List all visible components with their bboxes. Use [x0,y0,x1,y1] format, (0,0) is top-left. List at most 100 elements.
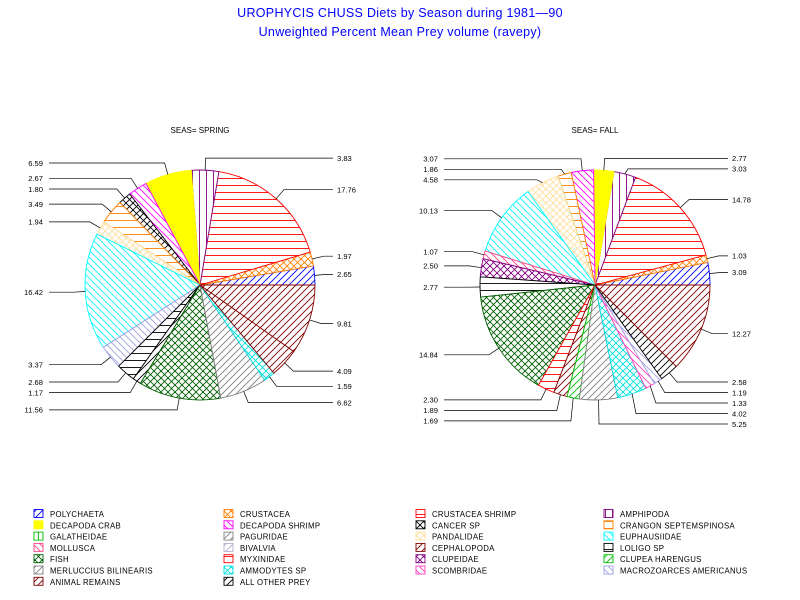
slice-value-label: 1.89 [423,406,438,415]
legend-label: AMPHIPODA [620,510,670,519]
leader-line [204,157,333,171]
legend-label: FISH [50,555,69,564]
legend-swatch [33,554,44,564]
slice-value-label: 10.13 [419,207,438,216]
legend-label: LOLIGO SP [620,544,664,553]
legend-label: EUPHAUSIIDAE [620,533,682,542]
legend-item-merluccius-bilinearis: MERLUCCIUS BILINEARIS [33,565,153,576]
slice-value-label: 2.50 [423,262,438,271]
legend-label: MERLUCCIUS BILINEARIS [50,567,153,576]
pie-slice-crustacea-shrimp [199,171,311,286]
slice-value-label: 6.62 [337,398,352,407]
legend-swatch [223,565,234,575]
slice-value-label: 5.25 [732,420,747,429]
legend-item-bivalvia: BIVALVIA [223,542,276,553]
pie-slice-animal-remains [593,284,711,368]
legend-item-all-other-prey: ALL OTHER PREY [223,576,311,587]
slice-value-label: 2.67 [28,174,43,183]
legend-swatch [603,554,614,564]
legend-item-pandalidae: PANDALIDAE [415,531,484,542]
leader-line [314,274,333,276]
leader-line [668,372,728,383]
leader-line [444,251,485,256]
leader-line [49,188,125,199]
pie-slice-fish [480,284,596,386]
legend-swatch [33,509,44,518]
pie-seas-fall: SEAS= FALL 3.071.86 4.58 10.13 1.07 2.50 2.77 1… [419,126,751,429]
legend-label: MACROZOARCES AMERICANUS [620,567,747,576]
slice-value-label: 2.30 [423,396,438,405]
legend-swatch [415,565,426,575]
legend-item-loligo-sp: LOLIGO SP [603,542,664,553]
slice-value-label: 1.03 [732,252,747,261]
leader-line [49,203,112,213]
leader-line [275,189,333,199]
legend-label: SCOMBRIDAE [432,567,487,576]
legend-item-galatheidae: GALATHEIDAE [33,531,107,542]
legend-item-amphipoda: AMPHIPODA [603,509,670,519]
slice-value-label: 2.65 [337,270,352,279]
chart-title: UROPHYCIS CHUSS Diets by Season during 1… [237,6,563,20]
leader-line [631,393,728,414]
legend-swatch [33,565,44,575]
legend-item-fish: FISH [33,554,69,564]
leader-line [709,272,728,274]
leader-line [49,372,126,383]
legend-label: CRUSTACEA [240,510,291,519]
legend-item-mollusca: MOLLUSCA [33,542,95,553]
legend-swatch [33,542,44,552]
legend-item-decapoda-crab: DECAPODA CRAB [33,520,121,530]
slice-value-label: 6.59 [28,159,43,168]
leader-line [311,255,333,260]
leader-line [284,362,333,372]
legend-swatch [223,554,234,564]
legend-label: CEPHALOPODA [432,544,495,553]
slice-value-label: 1.59 [337,382,352,391]
pie-label: SEAS= SPRING [171,126,230,135]
legend-label: CANCER SP [432,521,480,530]
slice-value-label: 2.77 [423,283,438,292]
legend-label: PAGURIDAE [240,533,288,542]
slice-value-label: 2.58 [732,378,747,387]
legend-swatch [33,520,44,530]
legend-item-ammodytes-sp: AMMODYTES SP [223,565,306,576]
legend-item-scombridae: SCOMBRIDAE [415,565,487,576]
legend-swatch [415,531,426,541]
legend-item-animal-remains: ANIMAL REMAINS [33,576,120,587]
slice-value-label: 16.42 [24,288,43,297]
leader-line [706,255,728,260]
slice-value-label: 12.27 [732,329,751,338]
leader-line [624,168,728,175]
legend: POLYCHAETA CRUSTACEA CRUSTACEA SHRIMP AMPHI… [33,509,747,587]
leader-line [243,391,333,403]
leader-line [598,399,728,425]
legend-swatch [603,542,614,552]
slice-value-label: 9.81 [337,319,352,328]
legend-item-cephalopoda: CEPHALOPODA [415,542,495,553]
legend-label: DECAPODA SHRIMP [240,521,320,530]
leader-line [444,394,561,411]
legend-label: CLUPEIDAE [432,555,479,564]
leader-line [657,380,728,393]
legend-swatch [33,531,44,541]
pies: SEAS= SPRING 6.59 2.67 1.80 3.49 1.94 16.42 3.3… [24,126,751,429]
leader-line [444,210,502,219]
leader-line [49,177,138,189]
legend-item-decapoda-shrimp: DECAPODA SHRIMP [223,520,320,530]
legend-item-clupea-harengus: CLUPEA HARENGUS [603,554,701,564]
slice-value-label: 1.86 [423,165,438,174]
slice-value-label: 3.09 [732,268,747,277]
pie-seas-spring: SEAS= SPRING 6.59 2.67 1.80 3.49 1.94 16.42 3.3… [24,126,356,415]
slice-value-label: 3.37 [28,361,43,370]
legend-swatch [603,565,614,575]
slice-value-label: 1.19 [732,388,747,397]
slice-value-label: 17.76 [337,186,356,195]
legend-label: DECAPODA CRAB [50,521,121,530]
legend-item-polychaeta: POLYCHAETA [33,509,105,519]
leader-line [309,319,333,324]
slice-value-label: 3.49 [28,200,43,209]
legend-label: POLYCHAETA [50,510,105,519]
leader-line [603,158,728,171]
slice-value-label: 2.77 [732,154,747,163]
slice-value-label: 4.58 [423,176,438,185]
